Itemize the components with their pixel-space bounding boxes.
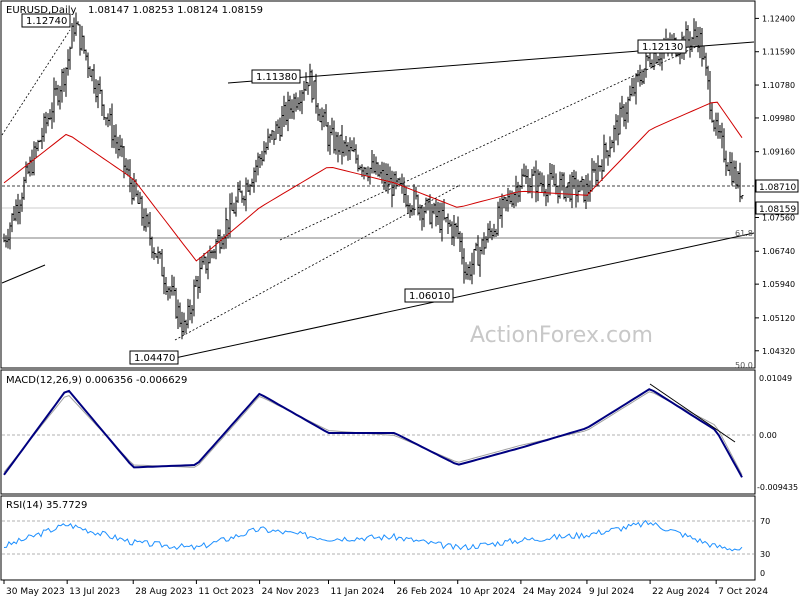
label-1-12130: 1.12130 xyxy=(637,39,687,54)
label-text: 1.12740 xyxy=(26,16,67,27)
price-tick-label: 1.12400 xyxy=(762,14,795,23)
label-text: 1.04470 xyxy=(134,353,175,364)
x-tick-label: 28 Aug 2023 xyxy=(135,587,193,597)
trendline-lower xyxy=(174,232,755,359)
macd-tick-zero: 0.00 xyxy=(759,431,777,440)
x-tick-label: 13 Jul 2023 xyxy=(69,587,120,597)
price-tick-label: 1.04320 xyxy=(762,347,795,356)
rsi-tick-30: 30 xyxy=(760,550,770,559)
price-tick-label: 1.09980 xyxy=(762,114,795,123)
price-tick-label: 1.09160 xyxy=(762,148,795,157)
price-panel[interactable] xyxy=(0,0,756,369)
rsi-title: RSI(14) 35.7729 xyxy=(6,500,87,511)
x-tick-label: 11 Jan 2024 xyxy=(330,587,384,597)
x-tick-label: 24 May 2024 xyxy=(523,587,582,597)
price-series xyxy=(3,12,744,340)
x-tick-label: 30 May 2023 xyxy=(6,587,65,597)
macd-trendline xyxy=(649,383,736,443)
price-tick-label: 1.05120 xyxy=(762,314,795,323)
price-tick-label: 1.07560 xyxy=(762,213,795,222)
x-tick-label: 10 Apr 2024 xyxy=(460,587,516,597)
price-tick-label: 1.11590 xyxy=(762,48,795,57)
rsi-panel[interactable] xyxy=(0,495,756,581)
symbol-label: EURUSD,Daily xyxy=(6,5,77,16)
trendline-left xyxy=(1,264,46,284)
macd-title: MACD(12,26,9) 0.006356 -0.006629 xyxy=(6,375,187,386)
macd-line xyxy=(3,388,743,478)
label-text: 1.11380 xyxy=(256,72,297,83)
moving-average-line xyxy=(3,101,743,262)
channel-dotted-3 xyxy=(279,44,701,241)
macd-tick-top: 0.01049 xyxy=(759,374,792,383)
price-tick-label: 1.10780 xyxy=(762,81,795,90)
price-tick-label: 1.05940 xyxy=(762,280,795,289)
reference-price-tag: 1.08710 xyxy=(755,179,799,193)
x-tick-label: 22 Aug 2024 xyxy=(652,587,710,597)
channel-dotted-1 xyxy=(1,29,71,136)
rsi-tick-0: 0 xyxy=(760,569,765,578)
reference-price-text: 1.08710 xyxy=(759,183,796,193)
current-price-tag: 1.08159 xyxy=(755,201,799,215)
label-1-04470: 1.04470 xyxy=(129,350,179,365)
label-text: 1.06010 xyxy=(409,291,450,302)
rsi-tick-70: 70 xyxy=(760,517,770,526)
label-1-11380: 1.11380 xyxy=(251,69,301,84)
macd-tick-bottom: -0.009435 xyxy=(757,483,798,492)
x-tick-label: 26 Feb 2024 xyxy=(397,587,453,597)
current-price-text: 1.08159 xyxy=(759,205,796,215)
rsi-line xyxy=(3,519,743,552)
fib-label: 61.8 xyxy=(735,229,753,238)
label-text: 1.12130 xyxy=(642,42,683,53)
x-tick-label: 24 Nov 2023 xyxy=(262,587,320,597)
x-tick-label: 9 Jul 2024 xyxy=(589,587,634,597)
x-tick-label: 11 Oct 2023 xyxy=(198,587,254,597)
ohlc-label: 1.08147 1.08253 1.08124 1.08159 xyxy=(88,5,263,16)
x-tick-label: 7 Oct 2024 xyxy=(718,587,768,597)
watermark: ActionForex.com xyxy=(470,323,653,348)
label-1-06010: 1.06010 xyxy=(404,288,454,303)
price-tick-label: 1.06740 xyxy=(762,247,795,256)
fib-label-bottom: 50.0 xyxy=(735,361,753,370)
label-1-12740: 1.12740 xyxy=(21,13,71,28)
x-axis: 30 May 2023 13 Jul 2023 28 Aug 2023 11 Oct … xyxy=(3,580,768,597)
